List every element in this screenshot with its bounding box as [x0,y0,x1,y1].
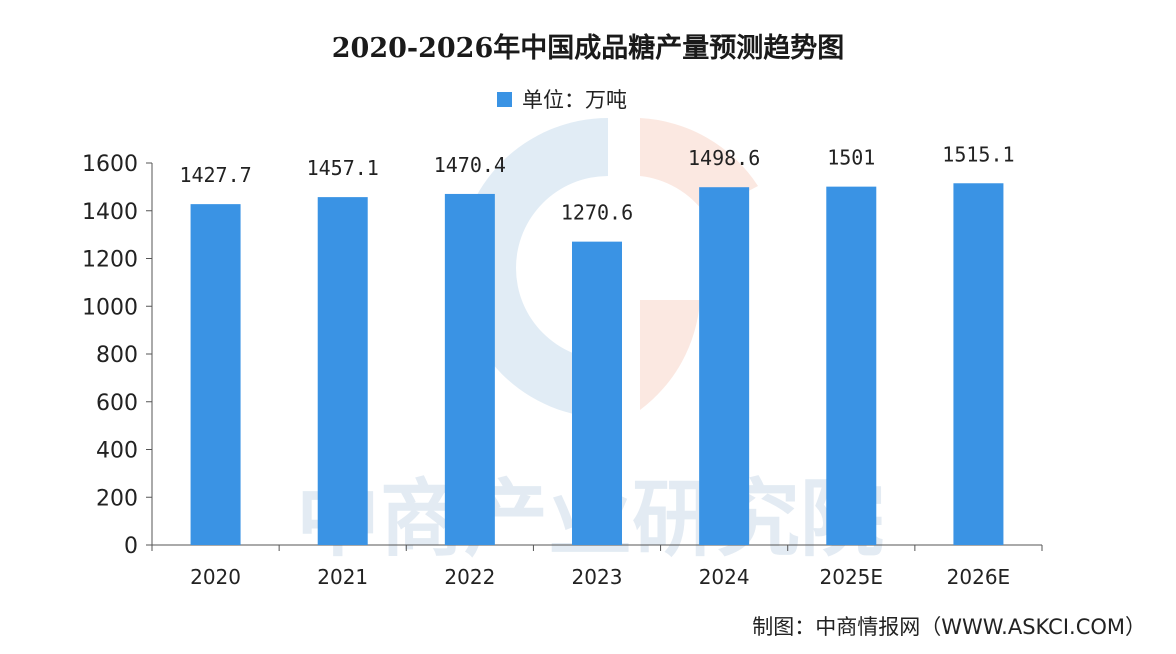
value-label-2024: 1498.6 [688,146,760,170]
watermark-logo-blue-arc [458,118,608,418]
bar-2022 [444,193,495,545]
y-tick-label: 400 [96,439,138,464]
x-tick-label: 2025E [820,565,884,589]
x-tick-label: 2020 [190,565,241,589]
x-tick-label: 2022 [444,565,495,589]
bars [190,183,1004,546]
value-label-2020: 1427.7 [179,163,251,187]
value-label-2023: 1270.6 [561,201,633,225]
y-ticks: 0 200 400 600 800 1000 1200 1400 1600 [82,152,152,559]
value-label-2022: 1470.4 [434,153,506,177]
x-tick-label: 2023 [572,565,623,589]
y-tick-label: 600 [96,391,138,416]
y-tick-label: 800 [96,343,138,368]
legend-label: 单位：万吨 [522,88,627,112]
legend-swatch [497,91,512,107]
value-label-2026E: 1515.1 [942,142,1014,166]
bar-2026E [953,183,1004,545]
value-labels: 1427.7 1457.1 1470.4 1270.6 1498.6 1501 1515.1 [179,142,1014,224]
bar-2021 [317,197,368,545]
y-tick-label: 1600 [82,152,138,177]
value-label-2021: 1457.1 [307,156,379,180]
legend: 单位：万吨 [497,86,627,112]
x-ticks: 2020 2021 2022 2023 2024 2025E 2026E [151,545,1043,589]
bar-2024 [699,187,750,546]
bar-2023 [572,241,622,545]
credit-text: 制图：中商情报网（WWW.ASKCI.COM） [752,615,1146,639]
x-tick-label: 2024 [699,565,750,589]
y-tick-label: 200 [96,486,138,511]
bar-2025E [826,186,877,546]
x-tick-label: 2021 [317,565,368,589]
chart-title: 2020-2026年中国成品糖产量预测趋势图 [331,33,845,64]
y-tick-label: 0 [124,534,138,559]
value-label-2025E: 1501 [827,146,875,170]
y-tick-label: 1400 [82,200,138,225]
bar-2020 [190,204,241,545]
y-tick-label: 1200 [82,248,138,273]
y-tick-label: 1000 [82,295,138,320]
x-tick-label: 2026E [947,565,1011,589]
watermark-logo-orange-lower [640,300,700,410]
